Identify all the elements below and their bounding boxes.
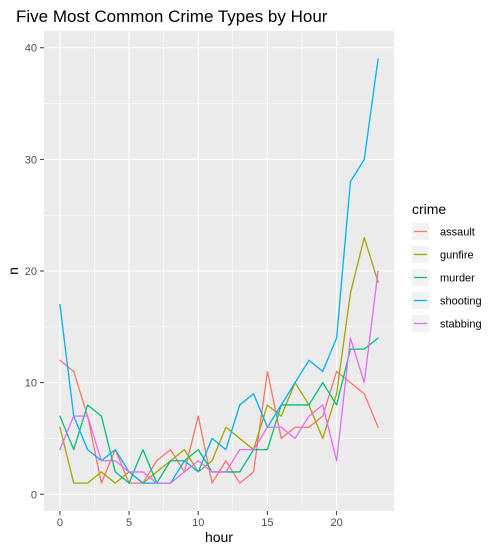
legend-title: crime	[412, 201, 446, 217]
x-tick-label: 20	[330, 517, 342, 529]
y-axis-ticks: 0 10 20 30 40	[25, 43, 44, 501]
legend: crime assault gunfire murder shooting stabbi…	[412, 201, 482, 332]
legend-label-gunfire: gunfire	[440, 250, 474, 262]
y-tick-label: 40	[25, 43, 37, 55]
legend-label-shooting: shooting	[440, 296, 482, 308]
y-tick-label: 0	[31, 489, 37, 501]
x-axis-ticks: 0 5 10 15 20	[57, 511, 343, 529]
grid-major-lines	[44, 31, 394, 511]
x-tick-label: 5	[126, 517, 132, 529]
legend-label-stabbing: stabbing	[440, 319, 482, 331]
chart-title: Five Most Common Crime Types by Hour	[16, 7, 328, 26]
y-tick-label: 30	[25, 154, 37, 166]
x-tick-label: 0	[57, 517, 63, 529]
x-tick-label: 15	[261, 517, 273, 529]
x-tick-label: 10	[192, 517, 204, 529]
x-axis-label: hour	[205, 529, 233, 545]
legend-items: assault gunfire murder shooting stabbing	[412, 223, 482, 332]
y-axis-label: n	[5, 267, 21, 275]
legend-label-assault: assault	[440, 227, 475, 239]
series-lines	[59, 58, 379, 484]
y-tick-label: 20	[25, 266, 37, 278]
y-tick-label: 10	[25, 378, 37, 390]
series-line-shooting	[59, 58, 379, 484]
series-line-stabbing	[59, 270, 379, 484]
legend-label-murder: murder	[440, 273, 475, 285]
